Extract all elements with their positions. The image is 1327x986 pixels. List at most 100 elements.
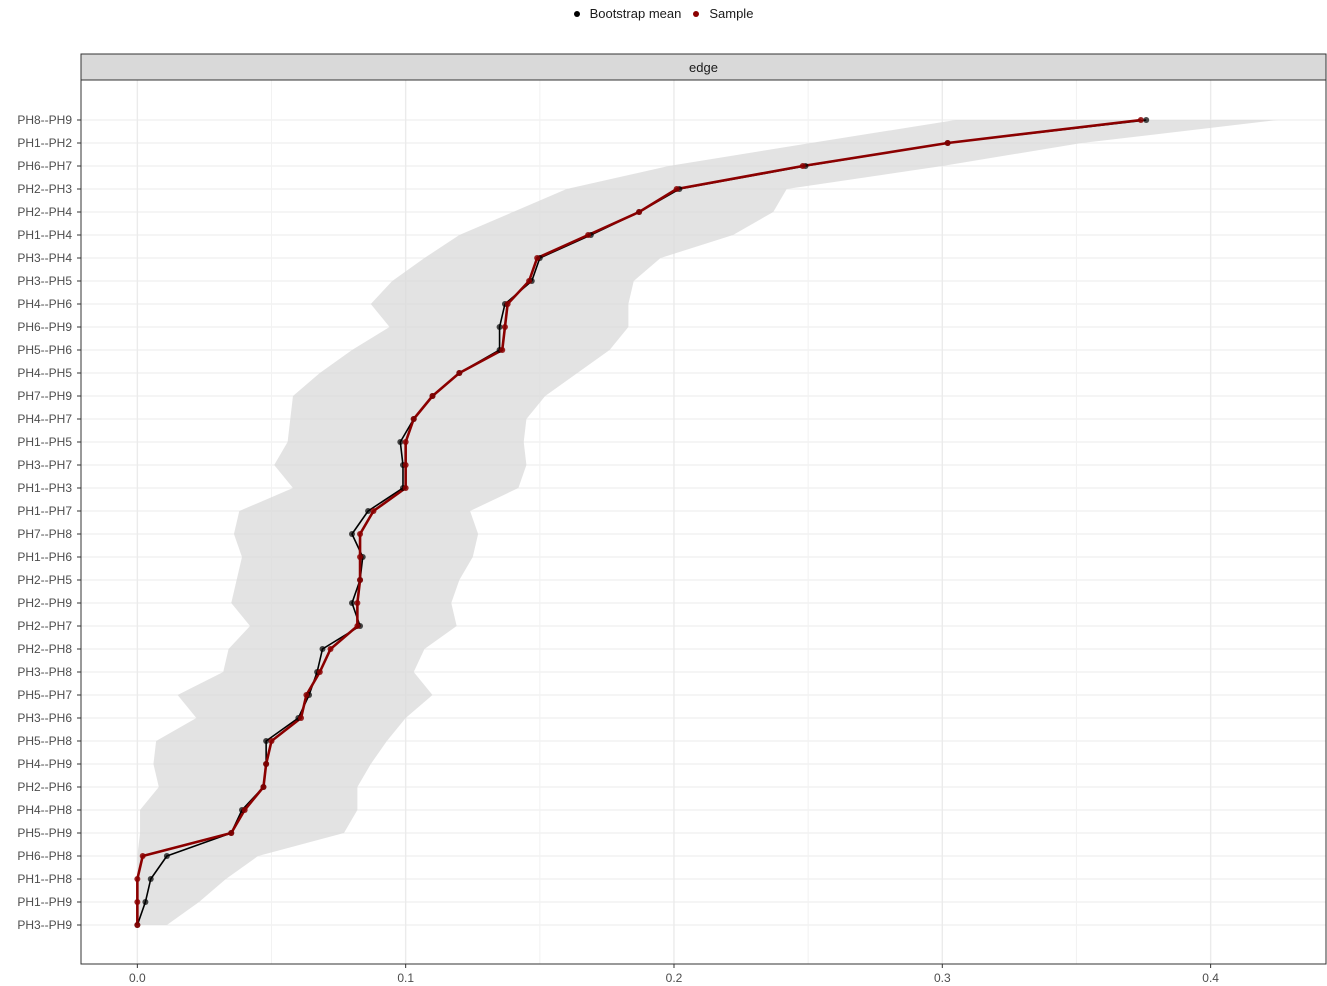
y-tick-label: PH4--PH8 [17, 803, 72, 817]
data-point-sample [327, 646, 334, 652]
data-point-sample [298, 715, 305, 721]
data-point-sample [1137, 117, 1144, 123]
y-tick-label: PH2--PH5 [17, 573, 72, 587]
y-tick-label: PH2--PH9 [17, 596, 72, 610]
x-tick-label: 0.3 [934, 971, 951, 985]
y-tick-label: PH3--PH6 [17, 711, 72, 725]
y-tick-label: PH5--PH9 [17, 826, 72, 840]
y-tick-label: PH1--PH2 [17, 136, 72, 150]
data-point-bootstrap-mean [349, 531, 356, 537]
y-tick-label: PH3--PH9 [17, 918, 72, 932]
data-point-sample [526, 278, 533, 284]
y-tick-label: PH1--PH6 [17, 550, 72, 564]
y-tick-label: PH1--PH9 [17, 895, 72, 909]
y-tick-label: PH4--PH5 [17, 366, 72, 380]
y-tick-label: PH2--PH7 [17, 619, 72, 633]
y-tick-label: PH4--PH9 [17, 757, 72, 771]
data-point-sample [134, 876, 141, 882]
y-tick-label: PH4--PH7 [17, 412, 72, 426]
y-tick-label: PH1--PH7 [17, 504, 72, 518]
legend-label-bootstrap-mean: Bootstrap mean [589, 6, 682, 21]
legend-label-sample: Sample [709, 6, 754, 21]
y-tick-label: PH5--PH8 [17, 734, 72, 748]
data-point-sample [402, 462, 409, 468]
data-point-bootstrap-mean [349, 600, 356, 606]
y-tick-label: PH2--PH4 [17, 205, 72, 219]
data-point-bootstrap-mean [263, 738, 270, 744]
data-point-sample [357, 531, 364, 537]
y-tick-label: PH3--PH5 [17, 274, 72, 288]
y-tick-label: PH6--PH9 [17, 320, 72, 334]
y-tick-label: PH1--PH5 [17, 435, 72, 449]
y-tick-label: PH8--PH9 [17, 113, 72, 127]
data-point-sample [139, 853, 146, 859]
legend-item-bootstrap-mean: Bootstrap mean [573, 6, 682, 21]
x-tick-label: 0.2 [666, 971, 683, 985]
y-tick-label: PH3--PH8 [17, 665, 72, 679]
data-point-sample [410, 416, 417, 422]
data-point-sample [134, 922, 141, 928]
data-point-sample [228, 830, 235, 836]
data-point-sample [499, 347, 506, 353]
data-point-sample [402, 485, 409, 491]
x-tick-label: 0.4 [1202, 971, 1219, 985]
x-axis-ticks: 0.0 0.1 0.2 0.3 0.4 [129, 964, 1219, 985]
legend-item-sample: Sample [693, 6, 753, 21]
data-point-sample [585, 232, 592, 238]
data-point-sample [402, 439, 409, 445]
data-point-sample [354, 600, 361, 606]
y-tick-label: PH7--PH8 [17, 527, 72, 541]
data-point-sample [134, 899, 141, 905]
y-axis-ticks: PH8--PH9 PH1--PH2 PH6--PH7 PH2--PH3 PH2--PH4… [17, 113, 81, 932]
data-point-sample [944, 140, 951, 146]
data-point-sample [268, 738, 275, 744]
data-point-sample [316, 669, 323, 675]
data-point-sample [799, 163, 806, 169]
data-point-sample [357, 554, 364, 560]
y-tick-label: PH6--PH7 [17, 159, 72, 173]
series-line-sample [136, 118, 1142, 925]
y-tick-label: PH3--PH7 [17, 458, 72, 472]
y-tick-label: PH2--PH8 [17, 642, 72, 656]
ci-band [137, 120, 1278, 925]
data-point-sample [456, 370, 463, 376]
x-tick-label: 0.1 [397, 971, 414, 985]
legend-dot-bootstrap-mean [573, 10, 580, 17]
data-point-bootstrap-mean [496, 324, 503, 330]
series-lines [136, 118, 1147, 926]
data-point-bootstrap-mean [142, 899, 149, 905]
data-point-sample [534, 255, 541, 261]
data-point-sample [263, 761, 270, 767]
strip-label: edge [689, 60, 718, 75]
data-point-sample [354, 623, 361, 629]
y-tick-label: PH2--PH3 [17, 182, 72, 196]
y-tick-label: PH2--PH6 [17, 780, 72, 794]
y-tick-label: PH1--PH8 [17, 872, 72, 886]
data-point-bootstrap-mean [319, 646, 326, 652]
data-point-sample [260, 784, 267, 790]
y-tick-label: PH1--PH3 [17, 481, 72, 495]
y-tick-label: PH1--PH4 [17, 228, 72, 242]
legend: Bootstrap mean Sample [0, 6, 1327, 21]
legend-dot-sample [693, 10, 700, 17]
x-tick-label: 0.0 [129, 971, 146, 985]
data-point-bootstrap-mean [397, 439, 404, 445]
data-point-sample [673, 186, 680, 192]
data-point-sample [501, 324, 508, 330]
data-point-sample [636, 209, 643, 215]
confidence-band [137, 120, 1278, 925]
panel-border [80, 79, 1327, 965]
data-point-sample [504, 301, 511, 307]
data-point-bootstrap-mean [163, 853, 170, 859]
y-tick-label: PH5--PH7 [17, 688, 72, 702]
panel-frame [80, 79, 1327, 965]
strip-background [80, 53, 1327, 81]
data-point-bootstrap-mean [365, 508, 372, 514]
y-tick-label: PH3--PH4 [17, 251, 72, 265]
y-tick-label: PH6--PH8 [17, 849, 72, 863]
data-point-sample [429, 393, 436, 399]
facet-strip: edge [80, 53, 1327, 81]
y-tick-label: PH5--PH6 [17, 343, 72, 357]
y-tick-label: PH4--PH6 [17, 297, 72, 311]
